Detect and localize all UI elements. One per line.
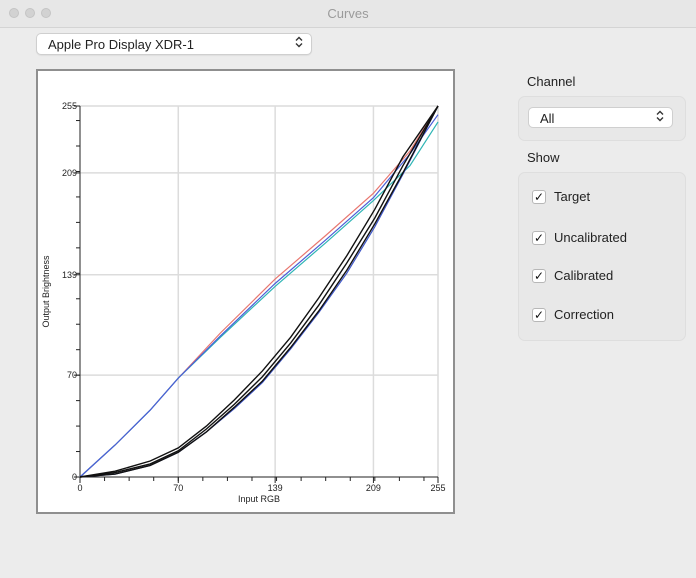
display-select-value: Apple Pro Display XDR-1: [48, 37, 194, 52]
series-line-5: [79, 105, 439, 478]
y-tick-label: 70: [67, 370, 77, 380]
x-tick-label: 70: [173, 483, 183, 493]
checkbox-label: Correction: [554, 307, 614, 322]
y-tick-label: 0: [72, 472, 77, 482]
checkbox-label: Calibrated: [554, 268, 614, 283]
series-line-6: [79, 105, 439, 478]
close-window-button[interactable]: [9, 8, 19, 18]
window-title: Curves: [327, 6, 369, 21]
updown-chevron-icon: [656, 110, 664, 124]
checkbox-label: Uncalibrated: [554, 230, 627, 245]
channel-select-value: All: [540, 111, 555, 126]
channel-select[interactable]: All: [528, 107, 673, 128]
updown-chevron-icon: [295, 36, 303, 50]
minimize-window-button[interactable]: [25, 8, 35, 18]
y-tick-label: 255: [62, 101, 77, 111]
x-tick-label: 139: [268, 483, 283, 493]
checkmark-icon[interactable]: ✓: [532, 190, 546, 204]
checkmark-icon[interactable]: ✓: [532, 308, 546, 322]
x-axis-label: Input RGB: [238, 494, 280, 504]
curves-chart-svg: 0 70 139 209 255 0 70 139 209 255 Input RGB Output …: [41, 101, 446, 504]
checkbox-label: Target: [554, 189, 591, 204]
y-tick-label: 139: [62, 270, 77, 280]
series-line-2: [79, 114, 439, 478]
y-tick-label: 209: [62, 168, 77, 178]
y-axis-label: Output Brightness: [41, 255, 51, 328]
display-select[interactable]: Apple Pro Display XDR-1: [36, 33, 312, 55]
x-tick-label: 209: [366, 483, 381, 493]
show-group: [518, 172, 686, 341]
channel-label: Channel: [527, 74, 576, 89]
series-line-3: [79, 105, 439, 478]
show-label: Show: [527, 150, 560, 165]
zoom-window-button[interactable]: [41, 8, 51, 18]
x-tick-label: 0: [77, 483, 82, 493]
series-line-0: [79, 105, 439, 478]
x-tick-label: 255: [430, 483, 445, 493]
series-line-4: [79, 105, 439, 478]
checkmark-icon[interactable]: ✓: [532, 269, 546, 283]
title-bar: Curves: [0, 0, 696, 28]
curves-chart: 0 70 139 209 255 0 70 139 209 255 Input RGB Output …: [36, 69, 455, 514]
checkmark-icon[interactable]: ✓: [532, 231, 546, 245]
